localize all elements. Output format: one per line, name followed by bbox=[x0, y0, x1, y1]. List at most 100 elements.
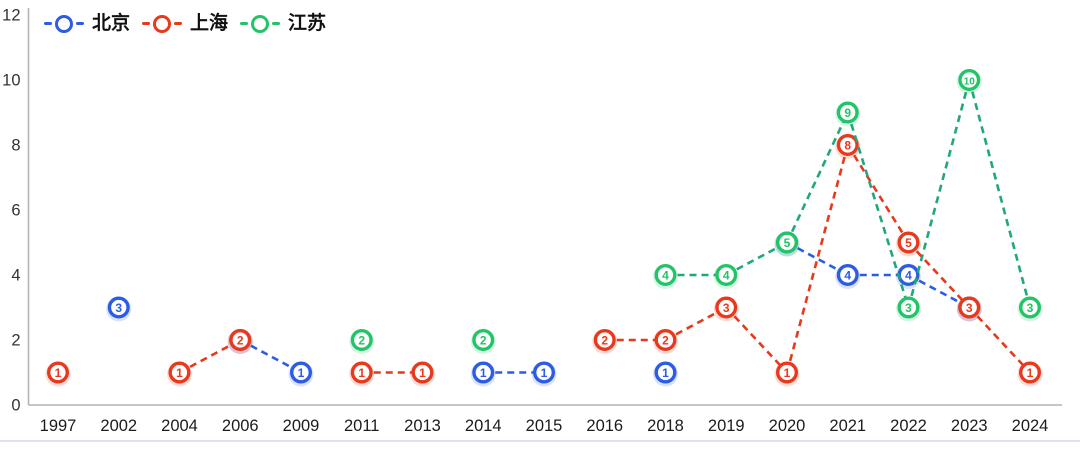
x-tick-label: 2016 bbox=[586, 417, 623, 435]
data-point-value: 3 bbox=[1027, 301, 1034, 315]
legend-dash-icon bbox=[272, 22, 281, 25]
legend-dash-icon bbox=[44, 22, 52, 25]
data-point-value: 2 bbox=[480, 333, 487, 347]
x-tick-label: 2021 bbox=[829, 417, 866, 435]
data-point-marker[interactable] bbox=[1019, 361, 1042, 384]
x-tick-label: 2020 bbox=[769, 417, 806, 435]
data-point-value: 1 bbox=[480, 366, 487, 380]
legend-dash-icon bbox=[240, 22, 249, 25]
line-segment bbox=[907, 241, 971, 309]
data-point-marker[interactable] bbox=[1019, 296, 1042, 319]
data-point-value: 3 bbox=[966, 301, 973, 315]
bottom-divider bbox=[0, 440, 1080, 442]
data-point-marker[interactable] bbox=[654, 264, 677, 287]
y-tick-label: 4 bbox=[11, 267, 20, 285]
legend-item-jiangsu[interactable]: 江苏 bbox=[240, 14, 326, 33]
x-tick-label: 2014 bbox=[465, 417, 502, 435]
data-point-marker[interactable] bbox=[836, 101, 859, 124]
data-point-marker[interactable] bbox=[107, 296, 130, 319]
legend-label: 江苏 bbox=[288, 13, 327, 34]
legend-dash-icon bbox=[76, 22, 84, 25]
data-point-marker[interactable] bbox=[897, 296, 920, 319]
data-point-value: 4 bbox=[905, 268, 912, 282]
data-point-value: 2 bbox=[601, 333, 608, 347]
x-tick-label: 1997 bbox=[40, 417, 77, 435]
data-point-value: 1 bbox=[298, 366, 305, 380]
chart-legend: 北京 上海 江苏 bbox=[44, 14, 326, 33]
x-tick-label: 2009 bbox=[283, 417, 320, 435]
x-tick-label: 2018 bbox=[647, 417, 684, 435]
data-point-marker[interactable] bbox=[715, 296, 738, 319]
data-point-marker[interactable] bbox=[472, 329, 495, 352]
data-point-value: 8 bbox=[844, 138, 851, 152]
line-segment bbox=[785, 144, 850, 373]
legend-dash-icon bbox=[142, 22, 151, 25]
x-tick-label: 2006 bbox=[222, 417, 259, 435]
legend-label: 上海 bbox=[190, 13, 229, 34]
data-point-marker[interactable] bbox=[229, 329, 252, 352]
data-point-value: 1 bbox=[541, 366, 548, 380]
x-tick-label: 2013 bbox=[404, 417, 441, 435]
x-tick-label: 2004 bbox=[161, 417, 198, 435]
data-point-marker[interactable] bbox=[715, 264, 738, 287]
data-point-value: 1 bbox=[176, 366, 183, 380]
y-tick-label: 0 bbox=[11, 397, 20, 415]
data-point-marker[interactable] bbox=[290, 361, 313, 384]
data-point-value: 3 bbox=[115, 301, 122, 315]
data-point-value: 5 bbox=[784, 236, 791, 250]
line-segment bbox=[725, 306, 788, 374]
data-point-value: 1 bbox=[419, 366, 426, 380]
data-point-marker[interactable] bbox=[411, 361, 434, 384]
data-point-marker[interactable] bbox=[776, 231, 799, 254]
y-tick-label: 2 bbox=[11, 332, 20, 350]
data-point-marker[interactable] bbox=[776, 361, 799, 384]
data-point-marker[interactable] bbox=[472, 361, 495, 384]
legend-item-shanghai[interactable]: 上海 bbox=[142, 14, 228, 33]
x-tick-label: 2019 bbox=[708, 417, 745, 435]
y-tick-label: 8 bbox=[11, 137, 20, 155]
legend-item-beijing[interactable]: 北京 bbox=[44, 14, 130, 33]
data-point-value: 10 bbox=[964, 76, 976, 87]
series-jiangsu: 2 2 4 4 5 9 3 10 3 bbox=[349, 68, 1043, 354]
y-tick-label: 6 bbox=[11, 202, 20, 220]
data-point-value: 1 bbox=[1027, 366, 1034, 380]
data-point-value: 9 bbox=[844, 106, 851, 120]
data-point-value: 3 bbox=[723, 301, 730, 315]
data-point-marker[interactable] bbox=[958, 68, 981, 91]
data-point-marker[interactable] bbox=[533, 361, 556, 384]
legend-circle-marker-icon bbox=[251, 14, 270, 33]
data-point-value: 2 bbox=[662, 333, 669, 347]
line-segment bbox=[846, 144, 910, 244]
x-tick-label: 2015 bbox=[526, 417, 563, 435]
data-point-value: 5 bbox=[905, 236, 912, 250]
data-point-marker[interactable] bbox=[897, 231, 920, 254]
data-point-marker[interactable] bbox=[47, 361, 70, 384]
data-point-marker[interactable] bbox=[168, 361, 191, 384]
data-point-marker[interactable] bbox=[958, 296, 981, 319]
legend-circle-marker-icon bbox=[153, 14, 172, 33]
data-point-value: 3 bbox=[905, 301, 912, 315]
data-point-marker[interactable] bbox=[654, 329, 677, 352]
data-point-marker[interactable] bbox=[836, 133, 859, 156]
series-shanghai: 1 1 2 1 1 2 2 3 1 8 5 3 1 bbox=[45, 133, 1043, 387]
x-tick-label: 2022 bbox=[890, 417, 927, 435]
x-tick-label: 2024 bbox=[1012, 417, 1049, 435]
data-point-value: 2 bbox=[237, 333, 244, 347]
data-point-value: 1 bbox=[662, 366, 669, 380]
data-point-marker[interactable] bbox=[654, 361, 677, 384]
data-point-marker[interactable] bbox=[836, 264, 859, 287]
data-point-value: 1 bbox=[55, 366, 62, 380]
data-point-marker[interactable] bbox=[593, 329, 616, 352]
data-point-value: 1 bbox=[784, 366, 791, 380]
y-tick-label: 12 bbox=[2, 7, 20, 25]
line-segment bbox=[785, 111, 849, 244]
line-segment bbox=[967, 79, 1032, 308]
data-point-marker[interactable] bbox=[350, 361, 373, 384]
data-point-value: 1 bbox=[358, 366, 365, 380]
line-segment bbox=[846, 112, 910, 308]
legend-circle-marker-icon bbox=[55, 14, 73, 33]
series-beijing: 3 2 1 1 1 1 5 4 4 3 bbox=[106, 231, 982, 387]
data-point-marker[interactable] bbox=[350, 329, 373, 352]
